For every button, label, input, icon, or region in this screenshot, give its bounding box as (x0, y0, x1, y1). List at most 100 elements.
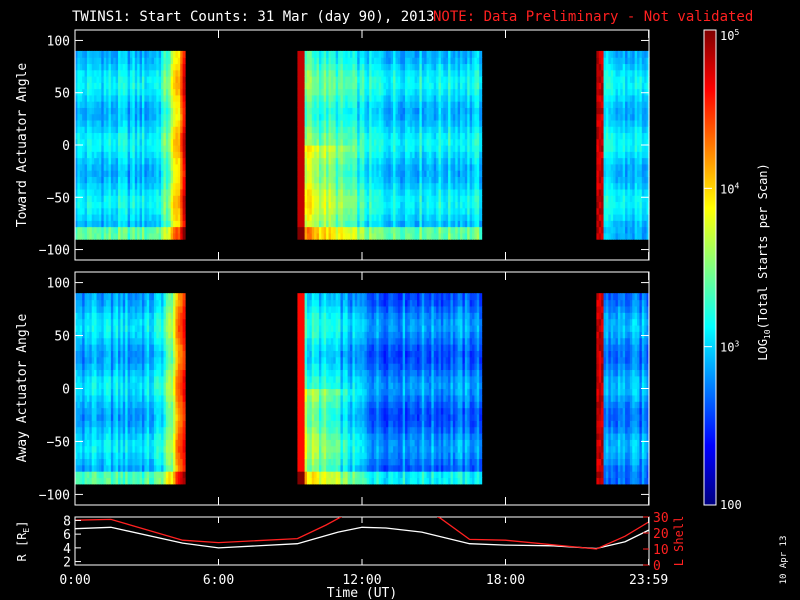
heatmap-cell (340, 76, 344, 83)
heatmap-cell (304, 195, 308, 203)
heatmap-cell (464, 69, 468, 77)
heatmap-cell (409, 232, 413, 240)
heatmap-cell (328, 76, 332, 83)
heatmap-cell (400, 138, 404, 146)
heatmap-cell (462, 69, 466, 77)
heatmap-cell (613, 207, 617, 215)
heatmap-cell (108, 471, 112, 479)
heatmap-cell (637, 119, 641, 127)
heatmap-cell (96, 363, 100, 371)
heatmap-cell (407, 94, 411, 102)
heatmap-cell (127, 226, 131, 234)
heatmap-cell (98, 407, 102, 415)
heatmap-cell (598, 207, 602, 215)
heatmap-cell (625, 188, 629, 196)
heatmap-cell (79, 369, 83, 377)
heatmap-cell (460, 188, 464, 196)
heatmap-cell (330, 88, 334, 96)
heatmap-cell (455, 138, 459, 146)
heatmap-cell (428, 88, 432, 96)
heatmap-cell (91, 163, 95, 171)
heatmap-cell (598, 195, 602, 203)
heatmap-cell (639, 132, 643, 140)
heatmap-cell (149, 132, 153, 140)
heatmap-cell (452, 220, 456, 228)
heatmap-cell (141, 195, 145, 203)
heatmap-cell (428, 82, 432, 90)
heatmap-cell (596, 151, 600, 159)
heatmap-cell (450, 145, 454, 152)
heatmap-cell (139, 82, 143, 90)
heatmap-cell (450, 50, 454, 58)
heatmap-cell (299, 195, 303, 203)
heatmap-cell (333, 151, 337, 159)
heatmap-cell (106, 76, 110, 83)
heatmap-cell (596, 126, 600, 134)
heatmap-cell (86, 375, 90, 383)
heatmap-cell (110, 426, 114, 434)
heatmap-cell (419, 163, 423, 171)
heatmap-cell (385, 176, 389, 184)
heatmap-cell (96, 458, 100, 466)
heatmap-cell (479, 63, 483, 71)
heatmap-cell (362, 82, 365, 90)
heatmap-cell (450, 94, 454, 102)
heatmap-cell (156, 176, 160, 184)
heatmap-cell (385, 76, 389, 83)
heatmap-cell (156, 214, 160, 221)
heatmap-cell (89, 363, 93, 371)
heatmap-cell (122, 63, 126, 71)
heatmap-cell (352, 50, 356, 58)
heatmap-cell (149, 119, 153, 127)
heatmap-cell (476, 232, 480, 240)
heatmap-cell (608, 232, 612, 240)
heatmap-cell (440, 232, 444, 240)
heatmap-cell (424, 176, 428, 184)
heatmap-cell (149, 50, 153, 58)
heatmap-cell (369, 195, 373, 203)
heatmap-cell (134, 226, 138, 234)
heatmap-cell (304, 151, 308, 159)
heatmap-cell (156, 195, 160, 203)
heatmap-cell (335, 101, 339, 108)
heatmap-cell (110, 107, 114, 115)
heatmap-cell (101, 220, 105, 228)
heatmap-cell (402, 69, 406, 77)
heatmap-cell (91, 76, 95, 83)
heatmap-cell (359, 163, 363, 171)
heatmap-cell (321, 214, 325, 221)
heatmap-cell (472, 201, 476, 209)
heatmap-cell (378, 207, 382, 215)
heatmap-cell (127, 220, 131, 228)
heatmap-cell (433, 126, 437, 134)
heatmap-cell (125, 201, 129, 209)
heatmap-cell (96, 113, 100, 121)
heatmap-cell (75, 88, 78, 96)
heatmap-cell (96, 432, 100, 440)
heatmap-cell (146, 119, 150, 127)
heatmap-cell (426, 188, 430, 196)
heatmap-cell (424, 188, 428, 196)
heatmap-cell (419, 126, 423, 134)
heatmap-cell (175, 195, 179, 203)
heatmap-cell (168, 207, 172, 215)
heatmap-cell (383, 63, 387, 71)
heatmap-cell (75, 477, 78, 485)
heatmap-cell (474, 113, 478, 121)
heatmap-cell (316, 220, 320, 228)
heatmap-cell (617, 69, 621, 77)
heatmap-cell (170, 76, 174, 83)
heatmap-cell (302, 138, 306, 146)
heatmap-cell (397, 195, 401, 203)
heatmap-cell (448, 214, 452, 221)
heatmap-cell (318, 188, 322, 196)
heatmap-cell (448, 76, 452, 83)
heatmap-cell (130, 214, 133, 221)
heatmap-cell (141, 88, 145, 96)
heatmap-cell (106, 458, 110, 466)
heatmap-cell (402, 126, 406, 134)
heatmap-cell (457, 88, 461, 96)
heatmap-cell (613, 57, 617, 65)
heatmap-cell (615, 69, 619, 77)
heatmap-cell (419, 170, 423, 177)
